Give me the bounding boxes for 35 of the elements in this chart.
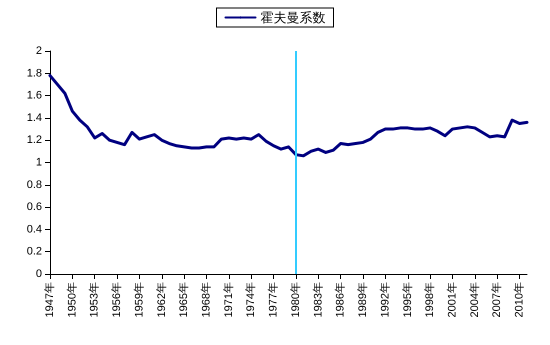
x-tick-label: 1998年 [424, 282, 436, 318]
y-tick-label: 0.8 [26, 178, 42, 191]
x-tick-label: 1956年 [111, 282, 124, 318]
x-tick-label: 1977年 [268, 282, 280, 318]
y-tick-label: 1.2 [26, 134, 42, 146]
x-tick-label: 1986年 [334, 282, 347, 318]
y-tick-label: 2 [36, 45, 42, 57]
x-tick-label: 1980年 [290, 282, 302, 318]
y-tick-label: 1 [36, 156, 42, 168]
x-tick-label: 2004年 [468, 282, 481, 318]
x-tick-label: 1950年 [66, 282, 78, 318]
x-tick-label: 1971年 [222, 282, 235, 318]
y-tick-label: 0.6 [26, 201, 42, 214]
x-tick-label: 1974年 [245, 282, 258, 318]
x-tick-label: 1962年 [156, 282, 168, 318]
x-tick-label: 1983年 [312, 282, 324, 318]
y-tick-label: 0.4 [26, 223, 42, 236]
x-tick-label: 2010年 [514, 282, 526, 318]
x-tick-label: 1968年 [200, 282, 213, 318]
y-tick-label: 1.4 [26, 112, 42, 124]
x-tick-label: 2001年 [446, 282, 458, 318]
legend-label: 霍夫曼系数 [260, 10, 326, 25]
y-tick-label: 0.2 [26, 246, 42, 258]
x-tick-label: 1989年 [357, 282, 370, 318]
y-tick-label: 1.6 [26, 90, 42, 102]
x-tick-label: 1995年 [402, 282, 414, 318]
x-tick-label: 1953年 [88, 282, 101, 318]
line-series [48, 74, 528, 158]
y-tick-label: 0 [36, 268, 42, 280]
x-tick-label: 1965年 [178, 282, 190, 318]
y-tick-label: 1.8 [26, 67, 42, 80]
x-tick-label: 1947年 [44, 282, 56, 318]
x-tick-label: 1959年 [133, 282, 146, 318]
x-tick-label: 1992年 [379, 282, 392, 318]
x-tick-label: 2007年 [491, 282, 504, 318]
